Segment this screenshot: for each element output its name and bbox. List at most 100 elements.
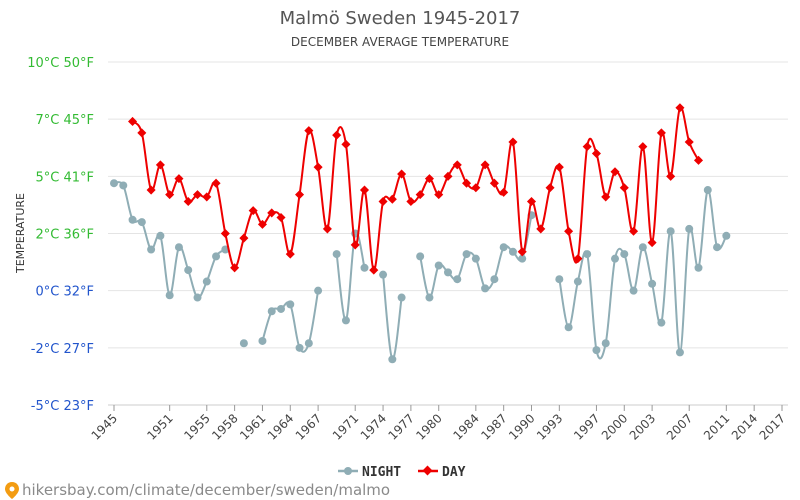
day-point-1994[interactable]: [564, 226, 574, 236]
day-point-1972[interactable]: [359, 185, 370, 195]
day-point-1970[interactable]: [341, 139, 351, 149]
day-point-1954[interactable]: [192, 190, 203, 200]
night-point-1974[interactable]: [379, 270, 388, 279]
night-point-1965[interactable]: [295, 343, 304, 352]
legend-item-night[interactable]: NIGHT: [338, 465, 401, 480]
night-point-1970[interactable]: [341, 316, 350, 325]
day-point-1947[interactable]: [128, 116, 138, 126]
day-point-1981[interactable]: [443, 171, 453, 181]
night-point-1983[interactable]: [462, 250, 471, 259]
day-point-1992[interactable]: [545, 183, 555, 193]
day-point-2005[interactable]: [666, 171, 676, 181]
night-point-1996[interactable]: [583, 250, 592, 259]
day-point-1948[interactable]: [137, 128, 147, 138]
night-point-1966[interactable]: [304, 339, 313, 348]
night-point-1954[interactable]: [193, 293, 202, 302]
day-point-1986[interactable]: [489, 178, 499, 188]
night-point-2005[interactable]: [666, 227, 675, 236]
night-point-1993[interactable]: [555, 275, 564, 284]
day-point-1952[interactable]: [174, 174, 184, 184]
day-point-1991[interactable]: [536, 224, 546, 234]
day-point-1959[interactable]: [239, 233, 249, 243]
day-point-1977[interactable]: [406, 196, 416, 207]
night-point-1964[interactable]: [286, 300, 295, 309]
day-point-1969[interactable]: [332, 130, 342, 140]
day-point-1978[interactable]: [415, 190, 425, 200]
night-point-1994[interactable]: [564, 323, 573, 332]
night-point-2003[interactable]: [648, 279, 657, 288]
footer[interactable]: hikersbay.com/climate/december/sweden/ma…: [5, 481, 390, 499]
night-point-2004[interactable]: [657, 318, 666, 327]
night-point-1989[interactable]: [518, 254, 527, 263]
day-point-1956[interactable]: [211, 178, 221, 188]
night-point-1982[interactable]: [453, 275, 462, 284]
day-point-1950[interactable]: [155, 160, 165, 170]
legend-item-day[interactable]: DAY: [418, 465, 466, 480]
night-point-2007[interactable]: [685, 224, 694, 233]
night-point-1978[interactable]: [416, 252, 425, 261]
day-point-1967[interactable]: [313, 162, 323, 172]
day-point-2002[interactable]: [638, 142, 648, 152]
day-point-1982[interactable]: [452, 160, 462, 170]
day-point-1974[interactable]: [378, 196, 388, 207]
night-point-1956[interactable]: [212, 252, 221, 261]
night-point-1945[interactable]: [110, 179, 118, 188]
day-point-1971[interactable]: [350, 240, 360, 250]
day-point-1963[interactable]: [276, 212, 286, 223]
night-point-1952[interactable]: [174, 243, 183, 252]
day-point-1975[interactable]: [387, 194, 397, 204]
night-point-1987[interactable]: [499, 243, 508, 252]
night-point-2006[interactable]: [675, 348, 684, 357]
day-point-1997[interactable]: [591, 148, 601, 158]
night-point-2009[interactable]: [703, 186, 712, 195]
night-point-2010[interactable]: [713, 243, 722, 252]
day-point-2000[interactable]: [619, 183, 629, 193]
day-point-1996[interactable]: [582, 142, 592, 152]
day-point-1973[interactable]: [369, 265, 379, 275]
day-point-1966[interactable]: [304, 126, 314, 136]
day-point-1995[interactable]: [573, 254, 583, 264]
night-point-1948[interactable]: [137, 218, 146, 227]
night-point-1998[interactable]: [601, 339, 610, 348]
night-point-1988[interactable]: [508, 247, 517, 256]
night-point-1950[interactable]: [156, 231, 165, 240]
day-point-1983[interactable]: [462, 178, 472, 188]
night-point-1969[interactable]: [332, 250, 341, 259]
night-point-2000[interactable]: [620, 250, 629, 259]
night-point-1951[interactable]: [165, 291, 174, 300]
day-point-1993[interactable]: [554, 162, 564, 172]
day-point-1965[interactable]: [295, 190, 305, 200]
night-point-2008[interactable]: [694, 263, 703, 272]
night-point-1963[interactable]: [277, 304, 285, 313]
night-point-1949[interactable]: [147, 245, 156, 254]
night-point-1981[interactable]: [444, 268, 452, 277]
night-point-1997[interactable]: [592, 346, 601, 355]
day-point-2007[interactable]: [684, 137, 694, 147]
night-point-1962[interactable]: [267, 307, 276, 316]
night-point-1986[interactable]: [490, 275, 499, 284]
day-point-1984[interactable]: [471, 183, 481, 193]
day-point-1987[interactable]: [499, 187, 509, 197]
day-point-1953[interactable]: [183, 196, 193, 207]
night-point-1999[interactable]: [611, 254, 619, 263]
night-point-1959[interactable]: [239, 339, 248, 348]
night-point-1972[interactable]: [360, 263, 369, 272]
night-point-1985[interactable]: [481, 284, 490, 293]
day-point-2008[interactable]: [693, 155, 704, 165]
night-point-1967[interactable]: [314, 286, 323, 295]
day-point-1999[interactable]: [610, 167, 620, 177]
night-point-1975[interactable]: [388, 355, 397, 364]
day-point-1968[interactable]: [322, 224, 332, 234]
night-point-2011[interactable]: [722, 231, 731, 240]
footer-link[interactable]: hikersbay.com/climate/december/sweden/ma…: [22, 481, 390, 499]
night-point-1976[interactable]: [397, 293, 406, 302]
night-point-1984[interactable]: [471, 254, 480, 263]
night-point-2002[interactable]: [638, 243, 647, 252]
day-point-1957[interactable]: [220, 228, 230, 239]
day-point-1955[interactable]: [202, 192, 212, 202]
night-point-1946[interactable]: [119, 181, 128, 190]
night-point-1980[interactable]: [434, 261, 443, 270]
night-point-1955[interactable]: [202, 277, 211, 286]
day-point-1958[interactable]: [230, 263, 240, 273]
night-point-1995[interactable]: [573, 277, 582, 286]
